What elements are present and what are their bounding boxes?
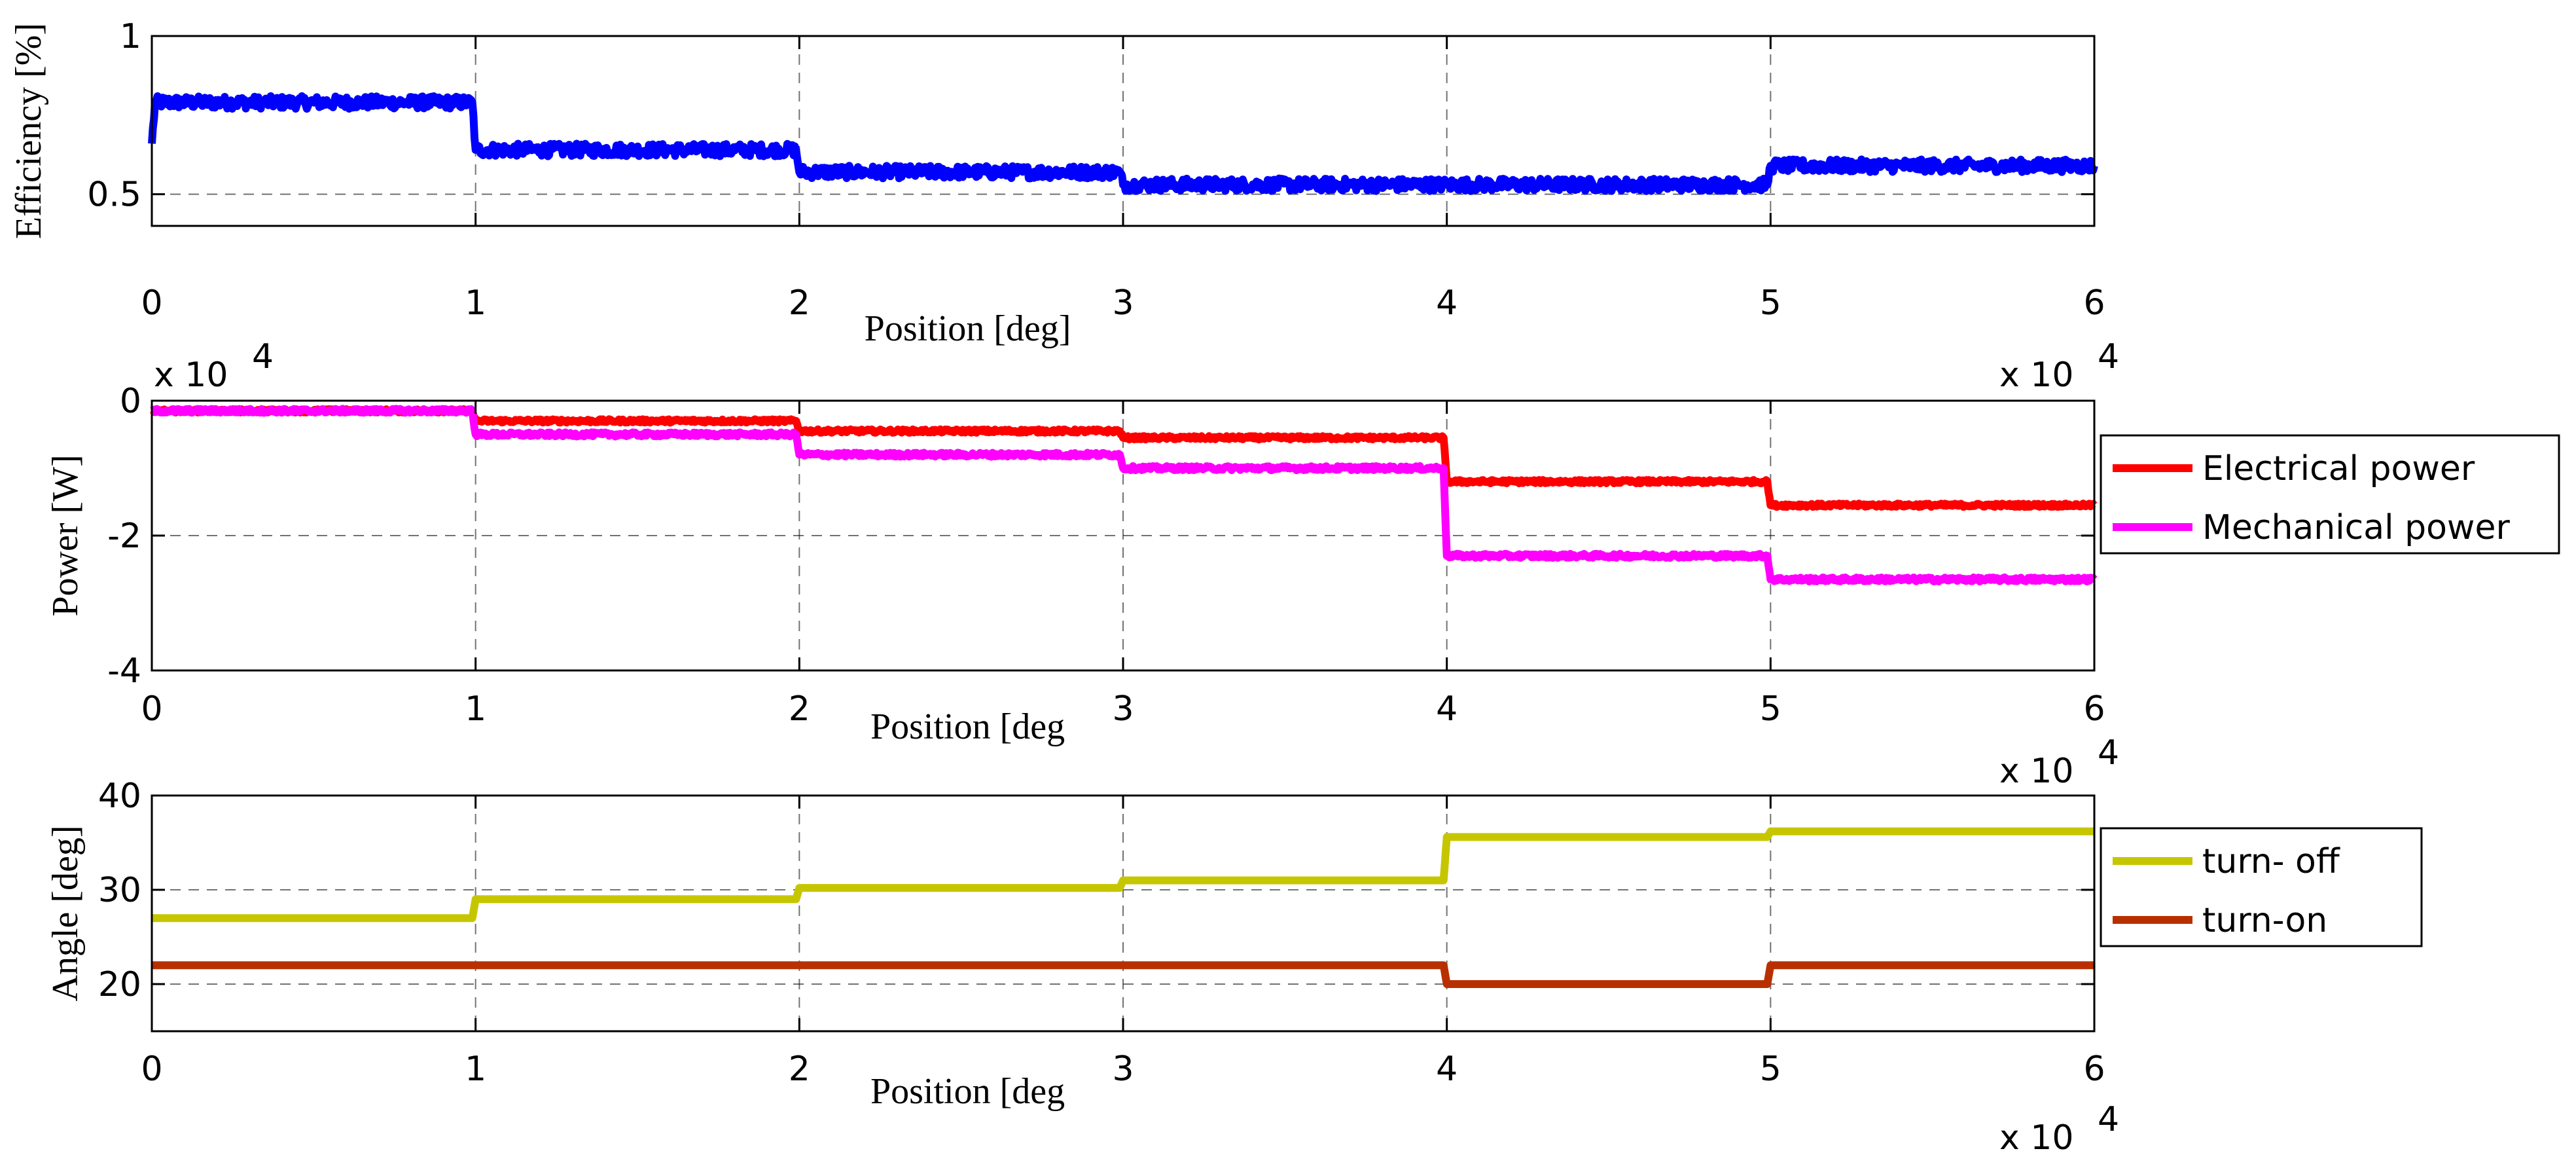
x-tick-label: 1 — [465, 689, 486, 729]
y-tick-label: -4 — [107, 651, 141, 691]
series-line-1 — [149, 827, 2098, 923]
x-tick-label: 6 — [2083, 1050, 2105, 1089]
x-multiplier: x 10 — [1999, 356, 2073, 395]
y-tick-label: 40 — [98, 777, 141, 816]
y-tick-label: 0 — [120, 382, 141, 421]
y-axis-label: Power [W] — [45, 454, 86, 616]
y-tick-label: 30 — [98, 871, 141, 910]
y-multiplier: x 10 — [154, 356, 228, 395]
x-tick-label: 0 — [141, 1050, 162, 1089]
x-multiplier: x 10 — [1999, 1118, 2073, 1158]
y-tick-label: 20 — [98, 965, 141, 1004]
x-tick-label: 5 — [1760, 1050, 1781, 1089]
x-multiplier-exponent: 4 — [2098, 1100, 2119, 1139]
x-tick-label: 5 — [1760, 284, 1781, 323]
x-tick-label: 2 — [789, 284, 810, 323]
subplot-3: 0 1 2 3 4 5 6 20 30 40 Position [deg Angle [deg] x 1… — [45, 777, 2423, 1158]
series-line-2 — [149, 961, 2098, 988]
x-multiplier: x 10 — [1999, 752, 2073, 791]
legend: turn- off turn-on — [2100, 827, 2423, 947]
y-tick-label: 1 — [120, 17, 141, 56]
legend-label: Mechanical power — [2202, 508, 2510, 547]
x-tick-label: 6 — [2083, 284, 2105, 323]
x-tick-label: 4 — [1436, 689, 1458, 729]
legend-label: turn-on — [2202, 901, 2327, 940]
x-tick-label: 2 — [789, 689, 810, 729]
x-multiplier-exponent: 4 — [2098, 337, 2119, 376]
x-axis-label: Position [deg — [870, 706, 1065, 747]
x-axis-label: Position [deg] — [865, 308, 1071, 349]
x-tick-label: 5 — [1760, 689, 1781, 729]
x-tick-label: 0 — [141, 284, 162, 323]
y-axis-label: Angle [deg] — [45, 825, 86, 1001]
x-axis-label: Position [deg — [870, 1071, 1065, 1112]
x-tick-label: 3 — [1112, 1050, 1134, 1089]
subplot-1: 0 1 2 3 4 5 6 0.5 1 Position [deg] Efficiency [%] x… — [9, 17, 2119, 395]
legend-label: Electrical power — [2202, 449, 2475, 488]
legend-label: turn- off — [2202, 842, 2340, 881]
x-tick-label: 2 — [789, 1050, 810, 1089]
x-tick-label: 4 — [1436, 284, 1458, 323]
series-line-2 — [149, 405, 2098, 585]
x-multiplier-exponent: 4 — [2098, 733, 2119, 773]
x-tick-label: 6 — [2083, 689, 2105, 729]
x-tick-label: 0 — [141, 689, 162, 729]
x-tick-label: 4 — [1436, 1050, 1458, 1089]
y-tick-label: 0.5 — [87, 175, 141, 215]
x-tick-label: 1 — [465, 1050, 486, 1089]
x-tick-label: 3 — [1112, 689, 1134, 729]
legend: Electrical power Mechanical power — [2100, 434, 2560, 555]
series-line-1 — [148, 92, 2098, 195]
legend-box — [2100, 434, 2560, 555]
y-axis-label: Efficiency [%] — [9, 23, 49, 239]
y-multiplier-exponent: 4 — [252, 337, 274, 376]
x-tick-label: 3 — [1112, 284, 1134, 323]
x-tick-label: 1 — [465, 284, 486, 323]
y-tick-label: -2 — [107, 517, 141, 556]
legend-box — [2100, 827, 2423, 947]
